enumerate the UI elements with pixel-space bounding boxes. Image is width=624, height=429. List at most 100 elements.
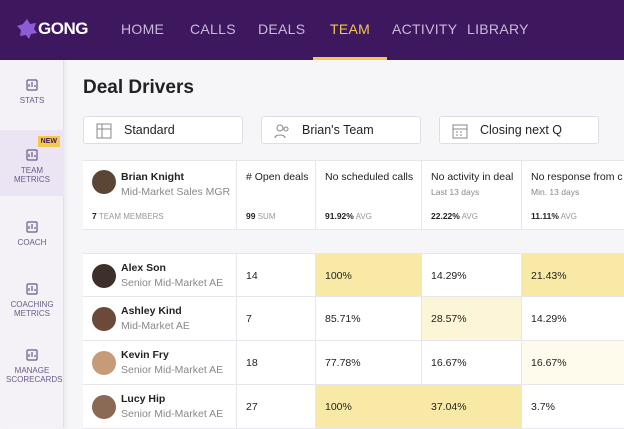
member-count-label: TEAM MEMBERS [98,212,164,221]
rep-role: Senior Mid-Market AE [121,364,224,376]
nav-item[interactable]: CALLS [190,21,236,37]
metric-cell: 100% [316,385,422,429]
logo[interactable]: GONG [16,18,88,40]
avatar [92,307,116,331]
nav-item[interactable]: LIBRARY [467,21,529,37]
avatar [92,395,116,419]
metric-cell: 21.43% [522,253,624,297]
column-header: No activity in deal Last 13 days 22.22% AV… [422,160,522,230]
icon [26,221,38,233]
metric-cell: 27 [237,385,316,429]
metric-value: 16.67% [531,357,567,369]
column-subtitle: Last 13 days [431,187,480,197]
column-summary: 91.92% AVG [325,211,372,221]
icon [26,283,38,295]
filter-label: Standard [124,123,175,137]
avatar [92,351,116,375]
metric-cell: 3.7% [522,385,624,429]
column-summary: 22.22% AVG [431,211,478,221]
filter[interactable]: Closing next Q [439,116,599,144]
column-summary: 99 SUM [246,211,275,221]
metric-cell: 16.67% [522,341,624,385]
metric-cell: 18 [237,341,316,385]
avatar [92,170,116,194]
metric-cell: 14 [237,253,316,297]
sidebar: STATS TEAM METRICS NEW COACH COACHING METRIC… [0,60,64,428]
sidebar-item[interactable]: STATS [0,78,64,110]
filter-icon [274,124,289,139]
metric-value: 14.29% [431,270,467,282]
summary-label: SUM [257,212,276,221]
column-subtitle: Min. 13 days [531,187,580,197]
nav-item[interactable]: HOME [121,21,165,37]
column-title: # Open deals [246,171,309,183]
metric-value: 21.43% [531,270,567,282]
summary-value: 91.92% [325,211,354,221]
filter[interactable]: Standard [83,116,243,144]
column-header: No response from c Min. 13 days 11.11% AVG [522,160,624,230]
column-header: # Open deals 99 SUM [237,160,316,230]
filter[interactable]: Brian's Team [261,116,421,144]
filter-icon [452,124,468,139]
summary-label: AVG [560,212,577,221]
sidebar-label: STATS [19,96,45,105]
rep-name: Alex Son [121,262,166,274]
logo-icon [17,19,37,39]
column-title: No activity in deal [431,171,514,183]
column-title: No scheduled calls [325,171,414,183]
nav-item[interactable]: ACTIVITY [392,21,458,37]
metric-value: 7 [246,313,252,325]
metric-value: 27 [246,401,258,413]
sidebar-item[interactable]: COACH [0,220,64,252]
icon [26,149,38,161]
metric-value: 14.29% [531,313,567,325]
top-nav: GONG HOME CALLS DEALS TEAM ACTIVITY LIBRARY [0,0,624,60]
sidebar-label: TEAM METRICS [14,166,50,184]
metric-value: 28.57% [431,313,467,325]
filter-label: Closing next Q [480,123,562,137]
metric-cell: 14.29% [522,297,624,341]
metric-value: 100% [325,401,352,413]
metric-value: 100% [325,270,352,282]
rep-role: Senior Mid-Market AE [121,277,224,289]
nav-item[interactable]: DEALS [258,21,306,37]
metric-value: 18 [246,357,258,369]
summary-value: 99 [246,211,256,221]
column-title: No response from c [531,171,623,183]
nav-item[interactable]: TEAM [313,0,388,60]
metric-value: 37.04% [431,401,467,413]
metric-cell: 28.57% [422,297,522,341]
badge: NEW [37,136,60,147]
sidebar-item[interactable]: COACHING METRICS [0,282,64,322]
metric-cell: 77.78% [316,341,422,385]
summary-label: AVG [461,212,478,221]
metric-cell: 7 [237,297,316,341]
icon [26,79,38,91]
rep-cell: Lucy Hip Senior Mid-Market AE [83,385,237,429]
sidebar-label: MANAGE SCORECARDS [6,366,63,384]
icon [26,349,38,361]
rep-name: Lucy Hip [121,393,166,405]
sidebar-item[interactable]: MANAGE SCORECARDS [0,348,64,392]
manager-name: Brian Knight [121,171,184,183]
logo-text: GONG [38,19,88,38]
metric-cell: 16.67% [422,341,522,385]
member-count: 7 TEAM MEMBERS [92,211,164,221]
rep-name: Ashley Kind [121,305,182,317]
member-count-value: 7 [92,211,97,221]
metric-cell: 85.71% [316,297,422,341]
rep-cell: Alex Son Senior Mid-Market AE [83,253,237,297]
metric-value: 85.71% [325,313,361,325]
metric-value: 77.78% [325,357,361,369]
sidebar-item[interactable]: TEAM METRICS NEW [0,130,64,196]
metric-cell: 14.29% [422,253,522,297]
metric-cell: 37.04% [422,385,522,429]
rep-role: Mid-Market AE [121,320,190,332]
rep-cell: Ashley Kind Mid-Market AE [83,297,237,341]
column-header: No scheduled calls 91.92% AVG [316,160,422,230]
metric-cell: 100% [316,253,422,297]
metric-value: 14 [246,270,258,282]
filter-icon [96,123,112,139]
